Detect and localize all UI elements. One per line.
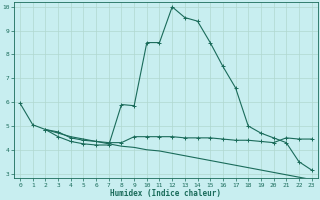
X-axis label: Humidex (Indice chaleur): Humidex (Indice chaleur) <box>110 189 221 198</box>
